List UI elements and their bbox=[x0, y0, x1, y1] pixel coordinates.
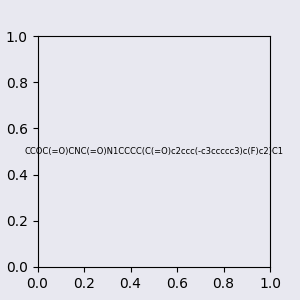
Text: CCOC(=O)CNC(=O)N1CCCC(C(=O)c2ccc(-c3ccccc3)c(F)c2)C1: CCOC(=O)CNC(=O)N1CCCC(C(=O)c2ccc(-c3cccc… bbox=[24, 147, 283, 156]
